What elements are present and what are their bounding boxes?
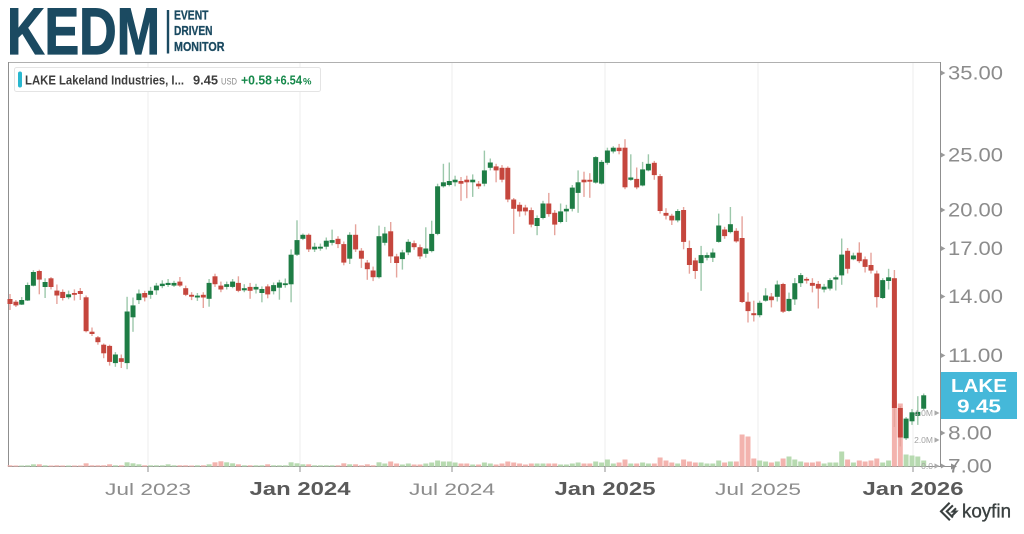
svg-text:4.0M: 4.0M <box>914 408 933 418</box>
svg-text:Lakeland Industries, I...: Lakeland Industries, I... <box>59 73 184 88</box>
svg-text:LAKE: LAKE <box>25 73 56 88</box>
svg-text:9.45: 9.45 <box>193 73 218 88</box>
svg-text:35.00: 35.00 <box>948 64 1003 85</box>
svg-text:9.45: 9.45 <box>957 396 1001 417</box>
svg-text:LAKE: LAKE <box>951 375 1007 396</box>
svg-text:KEDM: KEDM <box>7 0 160 68</box>
svg-text:0.0: 0.0 <box>921 461 933 471</box>
svg-text:Jul 2025: Jul 2025 <box>715 480 801 499</box>
svg-text:11.00: 11.00 <box>948 346 1003 367</box>
svg-text:koyfin: koyfin <box>962 502 1011 523</box>
svg-text:14.00: 14.00 <box>948 287 1003 308</box>
svg-text:20.00: 20.00 <box>948 201 1003 222</box>
svg-text:MONITOR: MONITOR <box>174 39 225 54</box>
svg-text:25.00: 25.00 <box>948 146 1003 167</box>
svg-text:Jan 2026: Jan 2026 <box>863 479 964 499</box>
svg-text:Jul 2023: Jul 2023 <box>105 480 191 499</box>
svg-text:DRIVEN: DRIVEN <box>174 23 213 38</box>
svg-text:2.0M: 2.0M <box>914 435 933 445</box>
svg-text:+6.54: +6.54 <box>274 73 303 88</box>
svg-text:%: % <box>303 77 312 88</box>
svg-text:+0.58: +0.58 <box>241 73 272 88</box>
svg-text:Jan 2024: Jan 2024 <box>250 479 351 499</box>
svg-text:Jan 2025: Jan 2025 <box>555 479 656 499</box>
svg-text:EVENT: EVENT <box>174 7 209 22</box>
svg-text:USD: USD <box>221 77 237 88</box>
svg-text:17.00: 17.00 <box>948 239 1003 260</box>
svg-text:8.00: 8.00 <box>948 424 992 445</box>
svg-text:Jul 2024: Jul 2024 <box>409 480 495 499</box>
svg-text:7.00: 7.00 <box>948 457 992 478</box>
